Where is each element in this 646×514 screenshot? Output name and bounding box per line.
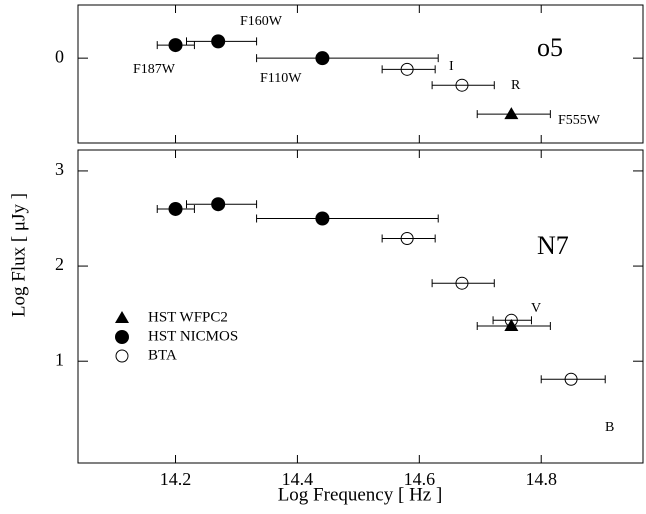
- point: [504, 107, 519, 120]
- point: [315, 51, 330, 66]
- annotation: F555W: [558, 113, 601, 128]
- point: [400, 231, 414, 245]
- legend-marker: [115, 330, 129, 344]
- panel-label: N7: [537, 231, 569, 260]
- point: [455, 78, 469, 92]
- x-tick-label: 14.8: [525, 469, 557, 489]
- annotation: F110W: [260, 71, 302, 86]
- point: [564, 372, 578, 386]
- annotation: R: [511, 78, 521, 93]
- point: [504, 319, 519, 332]
- annotation: B: [605, 420, 614, 435]
- point: [211, 34, 226, 49]
- legend-label: HST WFPC2: [148, 309, 228, 325]
- point: [315, 211, 330, 226]
- annotation: I: [449, 59, 454, 74]
- legend-marker: [115, 311, 129, 323]
- point: [211, 197, 226, 212]
- x-tick-label: 14.4: [282, 469, 314, 489]
- annotation: F187W: [133, 62, 176, 77]
- point: [504, 313, 518, 327]
- plot-frame: [77, 4, 644, 144]
- x-tick-label: 14.2: [160, 469, 192, 489]
- x-axis-label: Log Frequency [ Hz ]: [278, 484, 443, 505]
- annotation: F160W: [240, 14, 283, 29]
- plot-frame: [77, 149, 644, 464]
- legend-label: BTA: [148, 347, 177, 363]
- point: [168, 38, 183, 53]
- point: [168, 201, 183, 216]
- y-tick-label: 1: [55, 349, 64, 369]
- y-tick-label: 2: [55, 254, 64, 274]
- point: [400, 62, 414, 76]
- legend-label: HST NICMOS: [148, 328, 238, 344]
- x-tick-label: 14.6: [404, 469, 436, 489]
- point: [455, 276, 469, 290]
- annotation: V: [531, 301, 541, 316]
- legend-marker: [115, 349, 129, 363]
- panel-label: o5: [537, 33, 563, 62]
- y-tick-label: 0: [55, 46, 64, 66]
- y-tick-label: 3: [55, 159, 64, 179]
- y-axis-label: Log Flux [ μJy ]: [8, 193, 29, 317]
